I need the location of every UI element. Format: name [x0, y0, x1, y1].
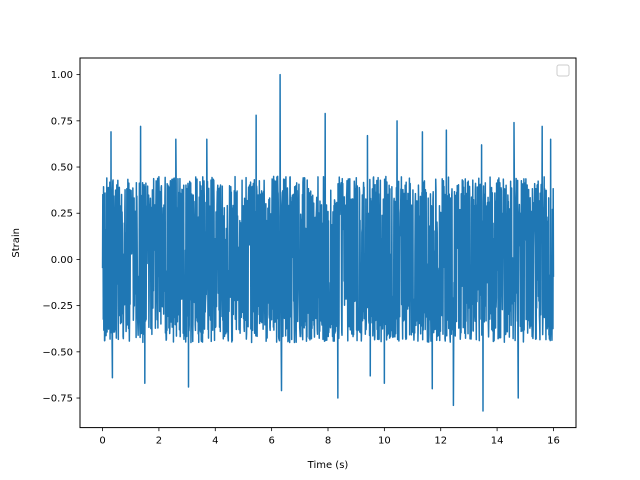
x-tick-label: 14: [491, 436, 504, 447]
x-tick-label: 2: [156, 436, 162, 447]
strain-series-line: [101, 73, 555, 412]
x-tick-label: 8: [325, 436, 331, 447]
x-tick-label: 6: [268, 436, 274, 447]
y-tick-label: 0.00: [51, 255, 73, 266]
y-tick-label: 0.50: [51, 163, 73, 174]
plot-frame: [79, 57, 577, 429]
x-tick-label: 0: [99, 436, 105, 447]
y-tick-label: 0.75: [51, 116, 73, 127]
plot-data-layer: [101, 73, 555, 412]
y-axis-ticks: −0.75 −0.50 −0.25 0.00 0.25 0.50 0.75 1.00: [42, 70, 80, 405]
x-axis-label: Time (s): [307, 460, 349, 471]
x-axis-ticks: 0 2 4 6 8 10 12 14 16: [99, 427, 560, 447]
x-tick-label: 10: [378, 436, 391, 447]
y-tick-label: −0.50: [42, 347, 73, 358]
x-tick-label: 12: [434, 436, 447, 447]
y-tick-label: 1.00: [51, 70, 73, 81]
x-tick-label: 4: [212, 436, 218, 447]
y-tick-label: −0.25: [42, 301, 73, 312]
legend-box[interactable]: [556, 64, 570, 77]
x-tick-label: 16: [547, 436, 560, 447]
y-axis-label: Strain: [11, 228, 22, 258]
y-tick-label: 0.25: [51, 209, 73, 220]
y-tick-label: −0.75: [42, 394, 73, 405]
